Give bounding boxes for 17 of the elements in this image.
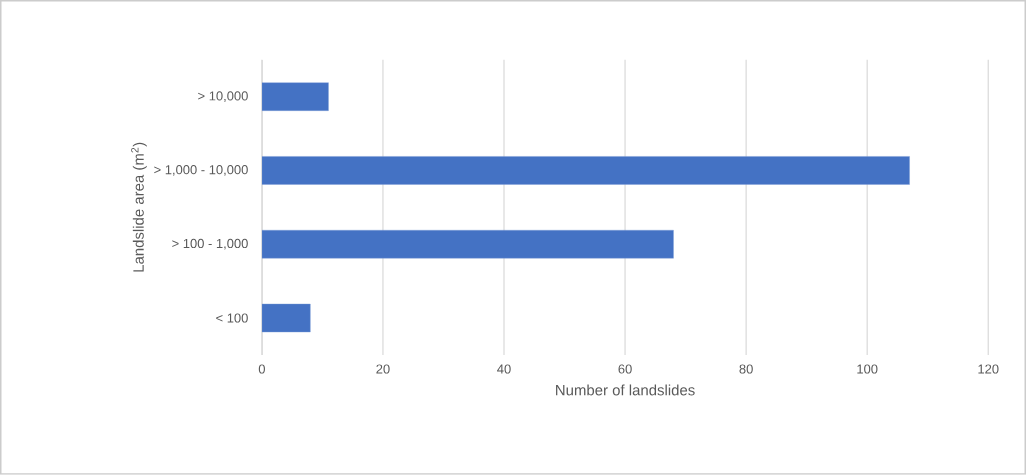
x-tick-label: 80 [739, 364, 753, 374]
bar [261, 230, 674, 259]
x-tick-label: 60 [618, 364, 632, 374]
x-tick-label: 0 [258, 364, 265, 374]
y-tick-label: < 100 [216, 313, 248, 323]
bar [261, 82, 329, 111]
bar [261, 303, 311, 333]
x-tick-label: 100 [857, 364, 878, 374]
y-tick-label: > 100 - 1,000 [172, 239, 248, 250]
x-tick-label: 20 [376, 364, 390, 374]
bar [261, 156, 910, 185]
x-tick-label: 40 [497, 364, 511, 374]
x-tick-label: 120 [978, 364, 999, 374]
y-tick-label: > 1,000 - 10,000 [154, 165, 248, 176]
y-axis-title: Landslide area (m$^{2}$) [131, 142, 147, 272]
y-tick-label: > 10,000 [198, 91, 248, 103]
x-axis-title: Number of landslides [556, 384, 695, 396]
